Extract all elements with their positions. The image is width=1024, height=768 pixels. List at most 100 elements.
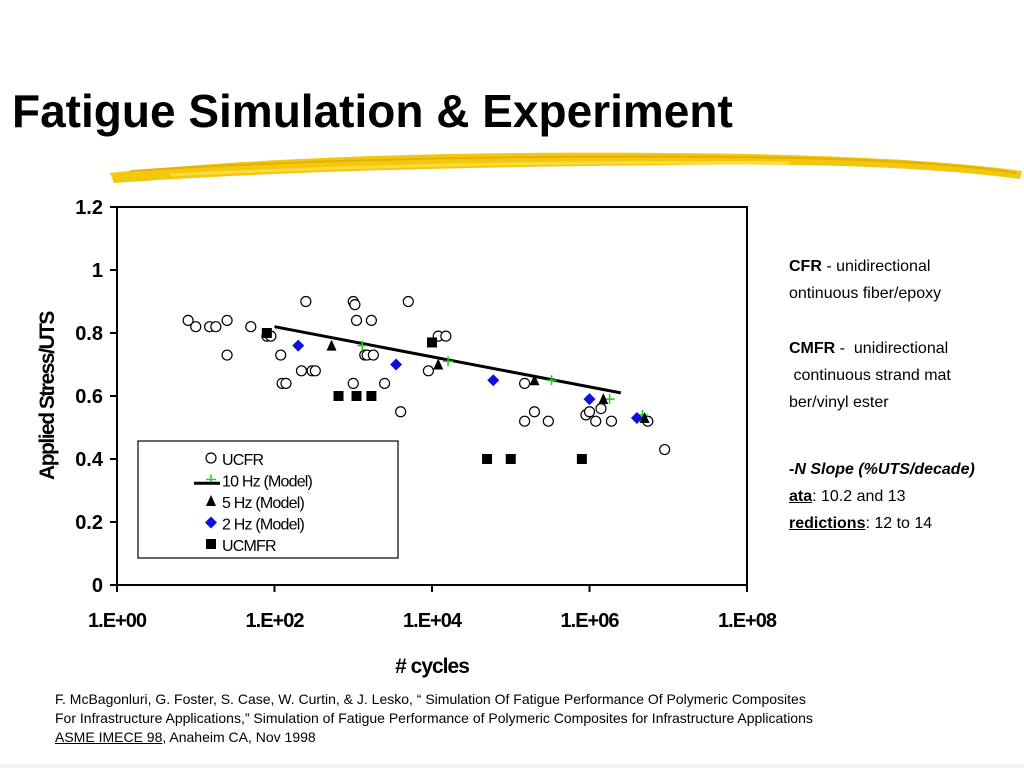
point-ucfr bbox=[182, 314, 194, 326]
point-5-hz-model bbox=[326, 339, 337, 351]
y-tick-label: 0.6 bbox=[75, 386, 103, 408]
y-tick-label: 0.2 bbox=[75, 512, 103, 534]
point-ucfr bbox=[378, 377, 391, 389]
y-axis-title: Applied Stress/UTS bbox=[36, 311, 59, 480]
note-pred-label: redictions bbox=[789, 515, 866, 532]
point-ucfr bbox=[221, 314, 233, 326]
note-slope-data: ata: 10.2 and 13 bbox=[789, 488, 906, 506]
note-ucfr-line1: CFR - unidirectional bbox=[789, 258, 930, 276]
point-ucfr bbox=[542, 415, 554, 427]
point-ucmfr bbox=[351, 391, 362, 401]
point-ucfr bbox=[275, 349, 287, 361]
point-ucfr bbox=[519, 415, 531, 427]
point-ucfr bbox=[395, 406, 407, 418]
point-ucfr bbox=[350, 314, 363, 326]
point-5-hz-model bbox=[433, 358, 444, 370]
point-ucmfr bbox=[427, 337, 437, 348]
legend-label-ucmfr: UCMFR bbox=[222, 538, 276, 555]
point-ucfr bbox=[519, 377, 531, 389]
point-2-hz-model bbox=[630, 412, 643, 425]
slide-title: Fatigue Simulation & Experiment bbox=[12, 85, 733, 137]
y-tick-label: 0.4 bbox=[75, 449, 104, 471]
note-ucmfr-label: CMFR bbox=[789, 340, 836, 357]
point-2-hz-model bbox=[583, 393, 596, 406]
y-tick-label: 1.2 bbox=[75, 197, 103, 219]
point-2-hz-model bbox=[390, 358, 403, 371]
point-ucfr bbox=[347, 377, 359, 389]
x-tick-label: 1.E+06 bbox=[561, 610, 620, 632]
point-ucfr bbox=[659, 443, 671, 456]
y-tick-label: 1 bbox=[92, 260, 103, 282]
point-ucmfr bbox=[333, 391, 344, 401]
note-ucfr-label: CFR bbox=[789, 258, 822, 275]
legend-label-5-hz-model: 5 Hz (Model) bbox=[222, 495, 304, 512]
x-tick-label: 1.E+00 bbox=[88, 610, 147, 632]
point-ucfr bbox=[590, 415, 602, 427]
point-ucfr bbox=[210, 321, 222, 333]
x-tick-label: 1.E+08 bbox=[718, 610, 777, 632]
point-ucfr bbox=[245, 321, 257, 333]
point-ucfr bbox=[221, 349, 233, 361]
x-tick-label: 1.E+04 bbox=[403, 610, 463, 632]
note-ucmfr-desc: unidirectional bbox=[853, 340, 949, 357]
point-10-hz-model bbox=[443, 356, 454, 367]
point-10-hz-model bbox=[546, 375, 557, 386]
note-ucmfr-line1: CMFR - unidirectional bbox=[789, 340, 948, 358]
legend-box bbox=[137, 440, 399, 559]
point-2-hz-model bbox=[292, 339, 305, 352]
citation-conference-link[interactable]: ASME IMECE 98 bbox=[55, 729, 163, 745]
legend-marker-ucmfr bbox=[206, 539, 216, 549]
point-5-hz-model bbox=[598, 393, 609, 405]
note-ucmfr-line2: continuous strand mat bbox=[789, 367, 951, 384]
y-tick-label: 0.8 bbox=[75, 323, 103, 345]
y-tick-label: 0 bbox=[92, 575, 103, 597]
note-ucmfr-sep: - bbox=[835, 340, 854, 357]
point-ucmfr bbox=[505, 454, 516, 464]
point-ucfr bbox=[528, 406, 541, 418]
note-ucfr-sep: - bbox=[821, 258, 837, 275]
citation-line3: ASME IMECE 98, Anaheim CA, Nov 1998 bbox=[55, 728, 1015, 747]
legend-marker-2-hz-model bbox=[205, 516, 217, 529]
point-ucfr bbox=[349, 299, 361, 311]
point-ucfr bbox=[583, 406, 596, 418]
legend-label-ucfr: UCFR bbox=[222, 452, 263, 469]
x-axis-title: # cycles bbox=[395, 655, 469, 678]
point-ucfr bbox=[309, 365, 321, 377]
point-ucfr bbox=[280, 377, 292, 389]
x-axis-ticks: 1.E+00 1.E+02 1.E+04 1.E+06 1.E+08 bbox=[88, 585, 778, 632]
y-axis-ticks: 0 0.2 0.4 0.6 0.8 1 1.2 bbox=[75, 197, 117, 597]
point-10-hz-model bbox=[604, 394, 615, 405]
point-10-hz-model bbox=[357, 340, 368, 351]
note-data-value: : 10.2 and 13 bbox=[812, 488, 906, 505]
point-ucfr bbox=[365, 314, 377, 326]
citation-line1: F. McBagonluri, G. Foster, S. Case, W. C… bbox=[55, 691, 806, 707]
point-ucfr bbox=[422, 365, 434, 377]
citation-line2: For Infrastructure Applications,” Simula… bbox=[55, 710, 813, 726]
point-ucmfr bbox=[482, 454, 493, 464]
citation: F. McBagonluri, G. Foster, S. Case, W. C… bbox=[55, 690, 1015, 747]
point-ucfr bbox=[402, 295, 414, 308]
point-ucmfr bbox=[366, 391, 377, 401]
point-ucfr bbox=[605, 415, 618, 427]
point-2-hz-model bbox=[487, 374, 500, 387]
title-underline-brushstroke bbox=[110, 152, 1022, 183]
note-data-label: ata bbox=[789, 488, 813, 505]
point-ucfr bbox=[595, 403, 607, 415]
legend-marker-ucfr bbox=[205, 452, 217, 464]
note-slope-heading: -N Slope (%UTS/decade) bbox=[789, 461, 975, 478]
note-slope-predictions: redictions: 12 to 14 bbox=[789, 515, 932, 533]
point-ucfr bbox=[300, 295, 312, 308]
legend-marker-5-hz-model bbox=[206, 495, 216, 506]
point-ucfr bbox=[440, 330, 452, 342]
chart-legend: UCFR 10 Hz (Model) 5 Hz (Model) 2 Hz (Model… bbox=[137, 440, 399, 559]
note-pred-value: : 12 to 14 bbox=[865, 515, 933, 532]
point-5-hz-model bbox=[639, 412, 650, 424]
note-ucfr-line2: ontinuous fiber/epoxy bbox=[789, 285, 942, 302]
bottom-strip bbox=[0, 764, 1024, 768]
legend-label-2-hz-model: 2 Hz (Model) bbox=[222, 517, 304, 534]
point-ucmfr bbox=[261, 328, 272, 338]
data-points bbox=[182, 295, 671, 464]
legend-label-10-hz-model: 10 Hz (Model) bbox=[222, 474, 313, 491]
point-ucmfr bbox=[576, 454, 587, 464]
point-ucfr bbox=[295, 365, 308, 377]
